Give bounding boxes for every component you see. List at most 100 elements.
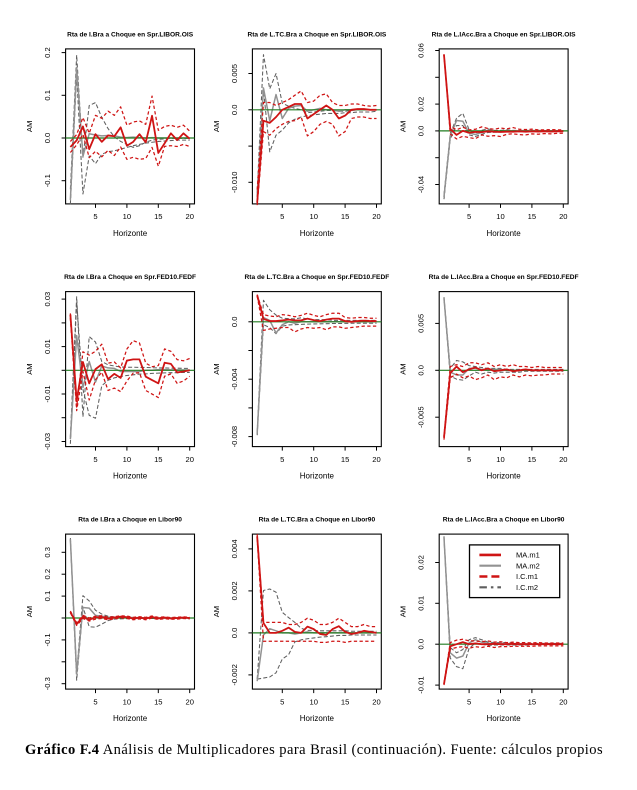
- svg-text:10: 10: [123, 212, 131, 221]
- svg-text:Horizonte: Horizonte: [486, 229, 521, 238]
- svg-text:Horizonte: Horizonte: [486, 714, 521, 723]
- svg-text:0.004: 0.004: [230, 539, 239, 558]
- svg-text:15: 15: [528, 697, 536, 706]
- svg-text:0.005: 0.005: [417, 314, 426, 333]
- svg-text:5: 5: [467, 697, 471, 706]
- svg-text:0.0: 0.0: [230, 628, 239, 639]
- svg-text:Rta de I.Bra a Choque en Libor: Rta de I.Bra a Choque en Libor90: [78, 517, 182, 524]
- svg-text:0.2: 0.2: [43, 47, 52, 58]
- svg-text:15: 15: [154, 455, 162, 464]
- svg-text:Rta de I.Bra a Choque en Spr.L: Rta de I.Bra a Choque en Spr.LIBOR.OIS: [67, 31, 194, 38]
- svg-text:15: 15: [341, 697, 349, 706]
- svg-text:5: 5: [280, 212, 284, 221]
- svg-text:Gráfico F.4 Análisis de Multip: Gráfico F.4 Análisis de Multiplicadores …: [25, 742, 603, 758]
- svg-text:AM: AM: [399, 606, 408, 617]
- svg-text:MA.m2: MA.m2: [516, 561, 540, 570]
- svg-text:Rta de L.TC.Bra a Choque en Sp: Rta de L.TC.Bra a Choque en Spr.LIBOR.OI…: [247, 31, 386, 38]
- svg-text:0.0: 0.0: [230, 317, 239, 328]
- svg-text:5: 5: [93, 455, 97, 464]
- svg-text:Rta de L.TC.Bra a Choque en Li: Rta de L.TC.Bra a Choque en Libor90: [259, 517, 376, 524]
- svg-text:5: 5: [467, 455, 471, 464]
- svg-text:10: 10: [309, 455, 317, 464]
- svg-text:5: 5: [280, 455, 284, 464]
- svg-text:AM: AM: [212, 363, 221, 374]
- svg-text:20: 20: [559, 697, 567, 706]
- svg-text:Rta de I.Bra a Choque en Spr.F: Rta de I.Bra a Choque en Spr.FED10.FEDF: [64, 274, 196, 281]
- svg-text:0.02: 0.02: [417, 555, 426, 570]
- svg-text:5: 5: [93, 697, 97, 706]
- svg-text:-0.005: -0.005: [417, 406, 426, 428]
- svg-text:20: 20: [372, 212, 380, 221]
- svg-text:0.1: 0.1: [43, 90, 52, 101]
- svg-text:15: 15: [154, 697, 162, 706]
- svg-text:0.2: 0.2: [43, 569, 52, 580]
- svg-text:-0.004: -0.004: [230, 368, 239, 390]
- svg-text:-0.1: -0.1: [43, 174, 52, 187]
- svg-text:Horizonte: Horizonte: [300, 472, 335, 481]
- svg-text:AM: AM: [25, 606, 34, 617]
- svg-text:10: 10: [496, 212, 504, 221]
- svg-text:I.C.m2: I.C.m2: [516, 583, 538, 592]
- svg-text:AM: AM: [212, 121, 221, 132]
- svg-text:15: 15: [528, 455, 536, 464]
- svg-text:0.0: 0.0: [43, 133, 52, 144]
- svg-text:0.0: 0.0: [417, 365, 426, 376]
- svg-text:10: 10: [309, 697, 317, 706]
- svg-text:Horizonte: Horizonte: [113, 472, 148, 481]
- svg-text:AM: AM: [25, 121, 34, 132]
- svg-text:Horizonte: Horizonte: [486, 472, 521, 481]
- svg-text:-0.3: -0.3: [43, 677, 52, 690]
- svg-text:15: 15: [341, 212, 349, 221]
- svg-text:Horizonte: Horizonte: [113, 229, 148, 238]
- svg-text:0.0: 0.0: [230, 105, 239, 116]
- svg-text:20: 20: [559, 212, 567, 221]
- svg-text:10: 10: [123, 455, 131, 464]
- svg-text:10: 10: [123, 697, 131, 706]
- svg-text:AM: AM: [212, 606, 221, 617]
- svg-text:10: 10: [496, 455, 504, 464]
- svg-text:20: 20: [185, 697, 193, 706]
- svg-text:-0.002: -0.002: [230, 664, 239, 686]
- svg-text:10: 10: [309, 212, 317, 221]
- svg-text:10: 10: [496, 697, 504, 706]
- svg-text:Rta de L.IAcc.Bra a Choque en: Rta de L.IAcc.Bra a Choque en Spr.FED10.…: [429, 274, 579, 281]
- svg-text:-0.1: -0.1: [43, 633, 52, 646]
- svg-text:0.01: 0.01: [417, 596, 426, 611]
- svg-text:Horizonte: Horizonte: [113, 714, 148, 723]
- svg-text:0.005: 0.005: [230, 64, 239, 83]
- svg-text:Rta de L.IAcc.Bra a Choque en: Rta de L.IAcc.Bra a Choque en Libor90: [443, 517, 565, 524]
- svg-text:5: 5: [467, 212, 471, 221]
- svg-text:Rta de L.TC.Bra a Choque en Sp: Rta de L.TC.Bra a Choque en Spr.FED10.FE…: [245, 274, 390, 281]
- svg-text:5: 5: [280, 697, 284, 706]
- svg-text:0.1: 0.1: [43, 591, 52, 602]
- svg-text:0.01: 0.01: [43, 339, 52, 354]
- svg-text:-0.03: -0.03: [43, 433, 52, 450]
- svg-text:20: 20: [372, 697, 380, 706]
- svg-text:-0.008: -0.008: [230, 426, 239, 448]
- svg-text:0.03: 0.03: [43, 292, 52, 307]
- svg-text:MA.m1: MA.m1: [516, 551, 540, 560]
- svg-text:I.C.m1: I.C.m1: [516, 572, 538, 581]
- svg-text:AM: AM: [399, 121, 408, 132]
- svg-text:20: 20: [559, 455, 567, 464]
- svg-text:5: 5: [93, 212, 97, 221]
- svg-text:15: 15: [154, 212, 162, 221]
- svg-text:0.02: 0.02: [417, 97, 426, 112]
- svg-text:AM: AM: [399, 363, 408, 374]
- svg-text:Horizonte: Horizonte: [300, 229, 335, 238]
- svg-text:-0.01: -0.01: [417, 676, 426, 693]
- svg-text:-0.010: -0.010: [230, 172, 239, 194]
- svg-text:-0.04: -0.04: [417, 176, 426, 193]
- svg-text:0.3: 0.3: [43, 547, 52, 558]
- svg-text:0.0: 0.0: [417, 639, 426, 650]
- svg-text:0.0: 0.0: [417, 126, 426, 137]
- svg-text:AM: AM: [25, 363, 34, 374]
- svg-text:Rta de L.IAcc.Bra a Choque en: Rta de L.IAcc.Bra a Choque en Spr.LIBOR.…: [432, 31, 577, 38]
- svg-text:20: 20: [372, 455, 380, 464]
- svg-text:0.002: 0.002: [230, 581, 239, 600]
- svg-text:Horizonte: Horizonte: [300, 714, 335, 723]
- svg-text:20: 20: [185, 455, 193, 464]
- svg-text:15: 15: [528, 212, 536, 221]
- svg-text:15: 15: [341, 455, 349, 464]
- svg-text:0.06: 0.06: [417, 43, 426, 58]
